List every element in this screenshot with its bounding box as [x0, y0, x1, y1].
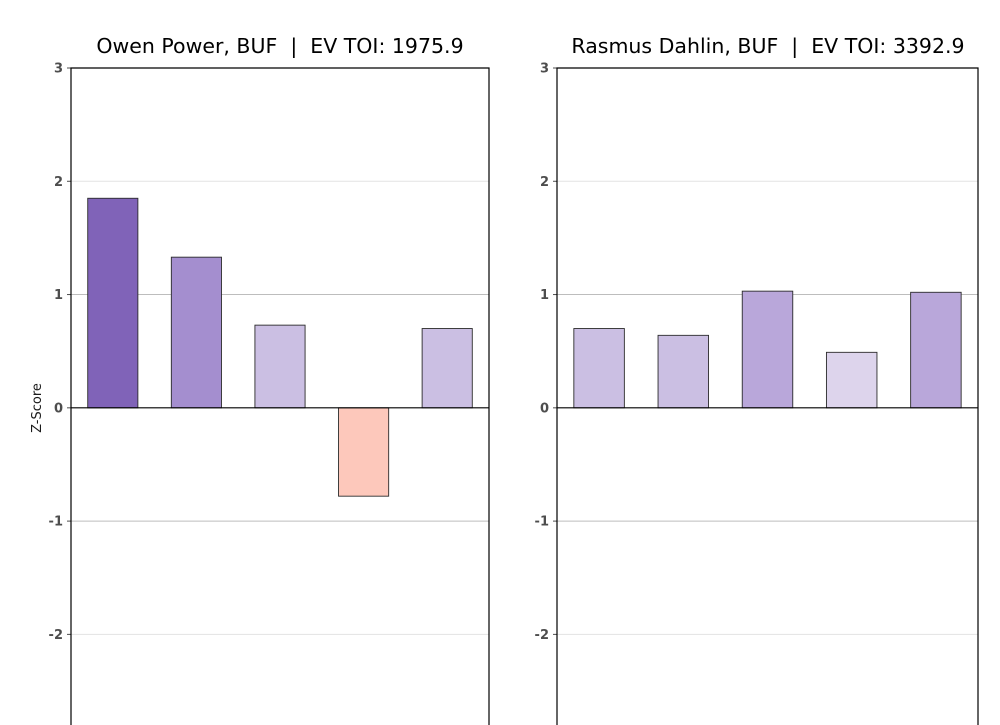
bar-5 [421, 328, 473, 409]
y-tick-label: -1 [535, 515, 549, 530]
plot-frame [556, 67, 979, 725]
panel-owen-power: Owen Power, BUF | EV TOI: 1975.9 Z-Score… [30, 34, 490, 725]
y-tick-label: -1 [49, 515, 63, 530]
y-tick-label: -2 [49, 628, 63, 643]
y-tick-label: 0 [54, 401, 63, 416]
y-tick-label: -2 [535, 628, 549, 643]
y-tick-label: 3 [540, 62, 549, 77]
bar-3 [741, 290, 794, 409]
panel-title: Rasmus Dahlin, BUF | EV TOI: 3392.9 [571, 34, 964, 59]
bar-1 [87, 197, 139, 409]
bar-4 [338, 407, 390, 497]
y-tick-label: 2 [54, 175, 63, 190]
bar-3 [254, 324, 306, 409]
y-tick-label: 1 [540, 288, 549, 303]
panel-title: Owen Power, BUF | EV TOI: 1975.9 [96, 34, 463, 59]
y-axis-label: Z-Score [30, 383, 45, 433]
y-tick-label: 0 [540, 401, 549, 416]
y-tick-label: 1 [54, 288, 63, 303]
y-tick-label: 3 [54, 62, 63, 77]
plot-frame [70, 67, 490, 725]
bar-4 [825, 351, 878, 409]
panel-rasmus-dahlin: Rasmus Dahlin, BUF | EV TOI: 3392.9 3 2 1 0… [535, 34, 979, 725]
bar-2 [170, 256, 222, 409]
bar-1 [573, 328, 625, 409]
y-tick-label: 2 [540, 175, 549, 190]
bar-2 [657, 334, 710, 409]
bar-5 [910, 291, 962, 409]
